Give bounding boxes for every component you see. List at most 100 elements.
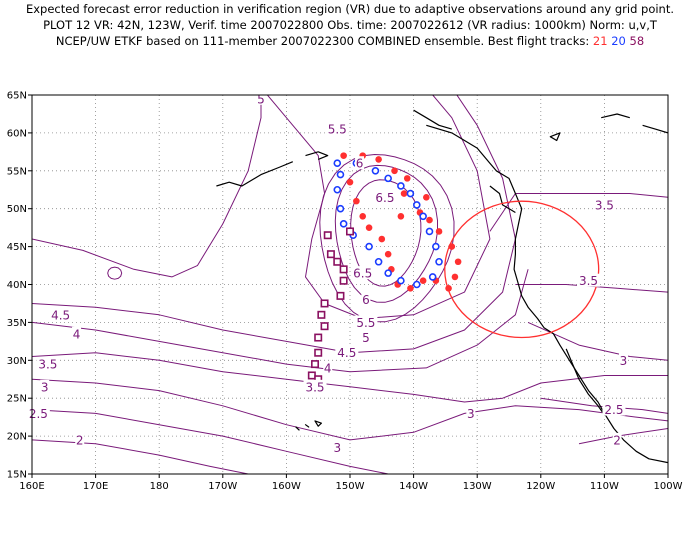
contour-label: 3 (333, 441, 341, 455)
title-line-2: PLOT 12 VR: 42N, 123W, Verif. time 20070… (43, 18, 657, 32)
track-21-dot (359, 212, 367, 220)
contour-label-bg (72, 326, 82, 340)
flight-track-markers (307, 152, 462, 384)
contour-small-loop (107, 266, 123, 280)
lat-tick-label: 30N (7, 356, 27, 367)
contour-label-bg (40, 379, 50, 393)
coast-alaska (413, 109, 452, 130)
contour-label: 3.5 (579, 274, 598, 288)
lat-tick-label: 35N (7, 318, 27, 329)
track-20-ring (435, 257, 443, 266)
lon-tick-label: 160W (272, 481, 301, 492)
track-20-ring (397, 276, 405, 285)
contour-label: 6.5 (375, 191, 394, 205)
track-20-label: 20 (611, 34, 626, 48)
track-20-ring (336, 204, 345, 213)
track-21-dot (451, 273, 459, 281)
track-21-dot (435, 228, 443, 235)
contour-label: 3.5 (305, 380, 324, 394)
contour-label: 3.5 (595, 198, 614, 212)
lat-tick-label: 65N (7, 91, 27, 102)
track-20-ring (365, 242, 373, 251)
contour-label-bg (592, 197, 616, 211)
title-line-3-prefix: NCEP/UW ETKF based on 111-member 2007022… (55, 34, 590, 48)
contour-4-5 (32, 95, 516, 354)
lat-tick-label: 60N (7, 128, 27, 139)
lon-tick-label: 100W (654, 481, 683, 492)
track-21-dot (448, 243, 456, 250)
contour-4-5-west (32, 95, 262, 278)
contour-label: 6 (362, 293, 370, 307)
contour-2-5 (32, 409, 389, 474)
track-20-ring (333, 185, 342, 194)
lat-tick-label: 40N (7, 280, 27, 291)
contour-label: 5.5 (356, 316, 375, 330)
contour-label-bg (602, 402, 626, 416)
track-20-ring (339, 220, 348, 228)
contour-label: 6 (356, 157, 364, 171)
contour-label-bg (361, 330, 371, 344)
coast-north-lakes (601, 113, 630, 119)
contour-label: 5 (257, 92, 265, 106)
coast-baja (565, 348, 605, 416)
coast-hudson (642, 124, 668, 134)
track-21-dot (375, 156, 382, 163)
track-58-square (339, 276, 348, 285)
coast-lake (549, 132, 561, 142)
track-58-square (323, 231, 332, 240)
verification-region-circle (444, 200, 600, 339)
lon-tick-label: 140W (399, 481, 428, 492)
contour-label-bg (323, 360, 333, 374)
coast-hawaii-island (304, 424, 310, 428)
track-21-dot (378, 235, 386, 243)
contour-label: 3.5 (38, 358, 57, 372)
track-58-square (336, 291, 345, 300)
track-20-ring (428, 273, 437, 281)
error-reduction-contours (32, 95, 668, 474)
contour-3-5 (32, 352, 668, 403)
track-21-dot (340, 152, 347, 159)
track-58-square (314, 348, 323, 357)
track-58-square (326, 250, 335, 259)
track-58-square (307, 371, 316, 380)
contour-label-bg (49, 307, 73, 321)
coastlines (216, 109, 668, 464)
contour-label: 4.5 (51, 308, 70, 322)
track-20-ring (406, 189, 415, 198)
track-20-ring (412, 280, 421, 289)
contour-label-bg (355, 156, 365, 170)
contour-3 (32, 378, 668, 441)
track-20-ring (432, 242, 440, 251)
contour-5 (266, 95, 491, 320)
lat-tick-label: 45N (7, 242, 27, 253)
track-20-ring (371, 167, 380, 175)
lat-tick-label: 55N (7, 166, 27, 177)
contour-label-bg (577, 273, 600, 287)
contour-label-bg (466, 406, 476, 420)
track-58-square (314, 333, 323, 342)
track-20-ring (333, 159, 342, 168)
track-58-square (320, 322, 329, 331)
contour-label: 5 (362, 331, 370, 345)
track-21-dot (365, 224, 373, 231)
track-21-dot (445, 284, 452, 292)
track-20-ring (397, 182, 405, 190)
coast-aleutians (216, 161, 294, 187)
lat-tick-label: 25N (7, 394, 27, 405)
contour-labels: 5.566.56.565.554.543.54.543.532.52333.53… (26, 91, 628, 455)
contour-label-bg (332, 440, 342, 454)
track-21-dot (403, 175, 411, 182)
track-21-dot (346, 178, 354, 186)
contour-label-bg (325, 122, 349, 136)
lat-tick-label: 20N (7, 432, 27, 443)
track-58-square (311, 360, 320, 369)
track-20-ring (384, 174, 392, 183)
vr-circle (444, 200, 600, 339)
contour-3-east (527, 321, 668, 361)
lon-tick-label: 150W (336, 481, 365, 492)
contour-label-bg (354, 315, 378, 329)
track-20-ring (384, 269, 392, 277)
lon-tick-label: 170W (208, 481, 237, 492)
track-21-dot (391, 167, 398, 175)
